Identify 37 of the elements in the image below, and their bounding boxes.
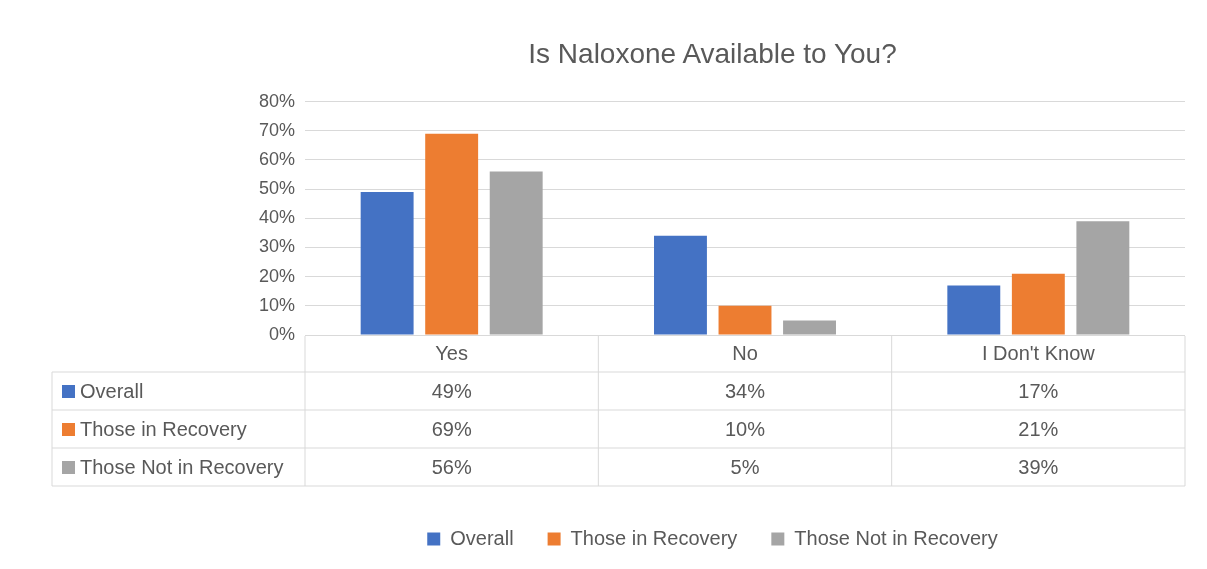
y-tick-label: 30% bbox=[258, 236, 295, 257]
text: Overall bbox=[80, 379, 144, 402]
data-label: 34% bbox=[724, 379, 766, 402]
data-label: 39% bbox=[1018, 455, 1059, 478]
bar bbox=[654, 235, 707, 335]
x-tick-label: Yes bbox=[435, 341, 468, 364]
data-label: 56% bbox=[431, 455, 472, 478]
text: Those in Recovery bbox=[80, 417, 247, 440]
data-label: 69% bbox=[431, 417, 472, 440]
legend-label: Overall bbox=[450, 526, 514, 549]
bar bbox=[360, 192, 414, 335]
data-label: 17% bbox=[1018, 379, 1059, 402]
x-tick-label: No bbox=[732, 341, 758, 364]
y-tick-label: 40% bbox=[258, 207, 295, 228]
data-label: 49% bbox=[431, 379, 472, 402]
y-tick-label: 80% bbox=[258, 90, 295, 111]
x-tick-label: I Don't Know bbox=[981, 341, 1096, 364]
data-label: 10% bbox=[724, 417, 766, 440]
bar bbox=[489, 171, 543, 335]
y-tick-label: 0% bbox=[268, 323, 295, 344]
y-tick-label: 20% bbox=[258, 265, 295, 286]
bar bbox=[718, 305, 772, 335]
bar bbox=[1076, 221, 1130, 335]
bar bbox=[783, 320, 836, 335]
text: Those Not in Recovery bbox=[80, 455, 284, 478]
bar bbox=[425, 133, 479, 335]
data-label: 5% bbox=[730, 455, 760, 478]
data-label: 21% bbox=[1018, 417, 1059, 440]
y-tick-label: 70% bbox=[258, 119, 295, 140]
y-tick-label: 50% bbox=[258, 178, 295, 199]
y-tick-label: 10% bbox=[258, 294, 295, 315]
legend-label: Those Not in Recovery bbox=[794, 526, 998, 549]
chart-title: Is Naloxone Available to You? bbox=[528, 37, 897, 69]
y-tick-label: 60% bbox=[258, 148, 295, 169]
bar bbox=[947, 285, 1001, 335]
bar bbox=[1011, 273, 1065, 335]
legend-label: Those in Recovery bbox=[570, 526, 738, 549]
